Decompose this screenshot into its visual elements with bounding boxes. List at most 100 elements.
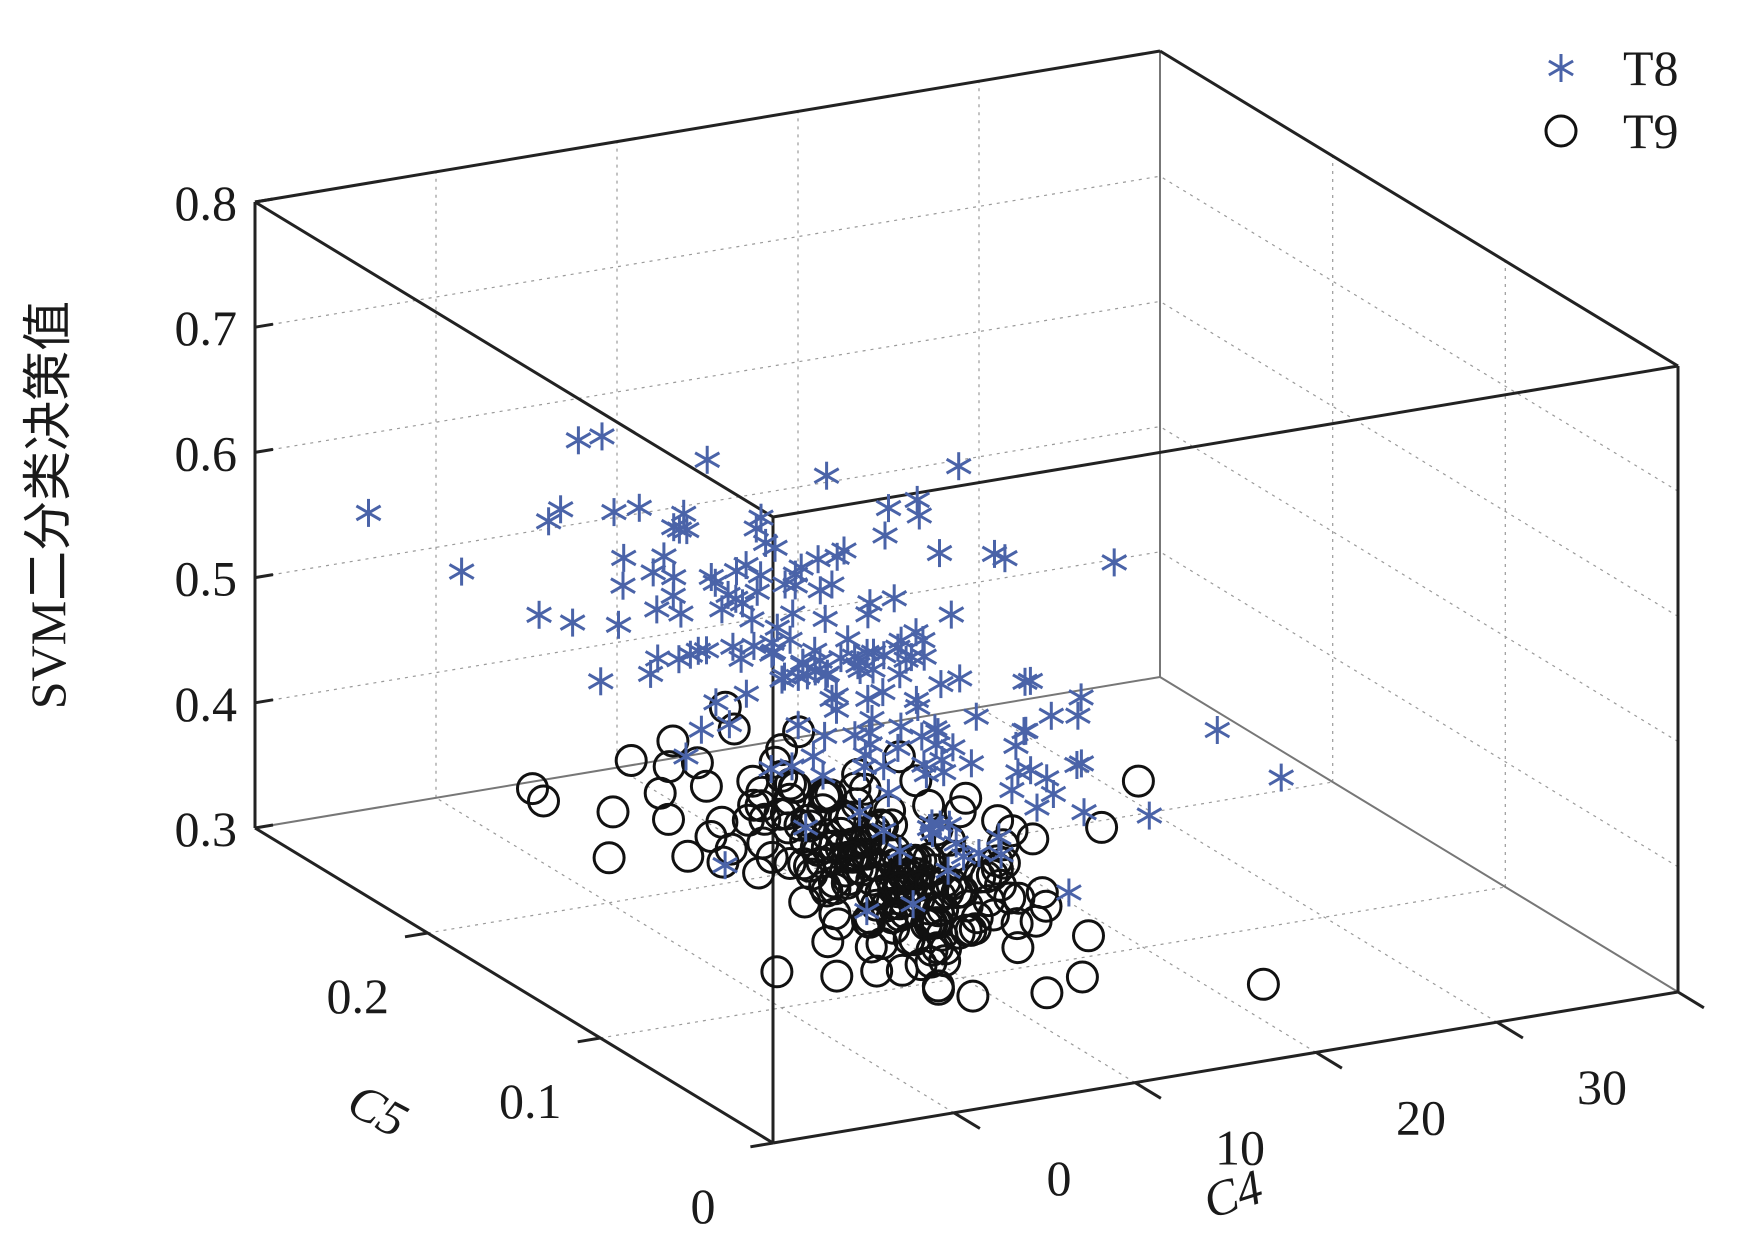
data-point-t8 <box>779 599 806 628</box>
data-point-t8 <box>940 733 966 762</box>
data-point-t9 <box>1121 764 1155 798</box>
data-point-t8 <box>535 507 562 536</box>
data-point-t9 <box>760 955 794 989</box>
data-point-t8 <box>668 599 694 628</box>
grid-line-side-z <box>1159 300 1679 617</box>
legend-marker-t9 <box>1544 114 1578 148</box>
data-point-t9 <box>614 744 648 777</box>
z-tick-mark <box>254 698 274 705</box>
data-point-t9 <box>689 769 723 803</box>
data-point-t8 <box>670 499 697 528</box>
data-point-t9 <box>942 916 976 950</box>
data-point-t8 <box>1012 716 1039 745</box>
data-point-t9 <box>748 802 782 836</box>
data-point-t9 <box>1072 919 1105 953</box>
data-point-t8 <box>936 810 963 839</box>
z-tick-mark <box>254 322 274 329</box>
grid-line-floor-x <box>616 767 1136 1084</box>
data-point-t8 <box>869 678 896 707</box>
data-point-t8 <box>875 494 902 523</box>
data-points <box>355 422 1295 1013</box>
data-point-t8 <box>870 752 897 781</box>
z-tick-label: 0.3 <box>175 801 238 857</box>
x-tick-label: 30 <box>1577 1059 1627 1115</box>
data-point-t8 <box>812 604 839 633</box>
data-point-t8 <box>565 426 592 455</box>
data-point-t8 <box>943 829 970 858</box>
legend: T8 T9 <box>1544 40 1679 159</box>
data-point-t9 <box>811 925 845 959</box>
data-point-t8 <box>846 798 873 827</box>
x-tick-mark <box>1496 1020 1524 1040</box>
data-point-t8 <box>887 837 913 866</box>
data-point-t9 <box>778 771 812 804</box>
data-point-t8 <box>807 576 834 605</box>
grid-line-side-z <box>1159 426 1679 743</box>
box-edge <box>1159 49 1679 368</box>
box-edge <box>254 200 774 519</box>
data-point-t8 <box>963 702 990 731</box>
data-point-t9 <box>763 797 797 831</box>
data-point-t8 <box>694 445 721 474</box>
data-point-t8 <box>811 721 838 750</box>
data-point-t9 <box>946 875 979 909</box>
data-point-t8 <box>1136 801 1163 830</box>
data-point-t8 <box>988 840 1014 869</box>
data-point-t8 <box>744 577 771 606</box>
data-point-t8 <box>1204 716 1231 744</box>
data-point-t8 <box>747 561 774 590</box>
data-point-t8 <box>1017 756 1044 785</box>
z-tick-label: 0.4 <box>175 676 238 732</box>
data-point-t8 <box>845 651 871 680</box>
data-point-t9 <box>744 789 778 823</box>
data-point-t8 <box>916 814 943 843</box>
data-point-t8 <box>999 776 1025 805</box>
data-point-t8 <box>852 741 879 769</box>
data-point-t8 <box>859 705 885 733</box>
data-point-t8 <box>831 536 857 565</box>
data-point-t9 <box>836 840 870 874</box>
y-tick-mark <box>577 1036 601 1044</box>
data-point-t9 <box>805 845 839 879</box>
data-point-t8 <box>903 618 929 647</box>
data-point-t8 <box>810 761 836 790</box>
data-point-t9 <box>788 885 822 919</box>
y-tick-label: 0.2 <box>326 968 389 1024</box>
data-point-t8 <box>1068 683 1094 712</box>
data-point-t8 <box>1055 878 1082 907</box>
data-point-t8 <box>875 779 902 808</box>
data-point-t8 <box>1033 764 1060 793</box>
box-edge <box>254 49 1161 204</box>
data-point-t9 <box>923 879 957 913</box>
z-tick-label: 0.5 <box>175 551 238 607</box>
data-point-t8 <box>935 856 962 885</box>
data-point-t8 <box>610 571 636 600</box>
data-point-t9 <box>1065 960 1099 994</box>
data-point-t9 <box>977 898 1010 932</box>
data-point-t8 <box>743 514 770 543</box>
data-point-t8 <box>665 645 692 674</box>
data-point-t8 <box>908 722 935 751</box>
data-point-t9 <box>671 839 705 873</box>
data-point-t8 <box>677 640 704 669</box>
x-tick-mark <box>1315 1051 1343 1070</box>
z-tick-mark <box>254 573 274 580</box>
z-tick-label: 0.8 <box>175 175 238 231</box>
x-tick-mark <box>953 1111 981 1130</box>
data-point-t8 <box>884 733 911 762</box>
data-point-t8 <box>911 642 938 671</box>
data-point-t9 <box>787 847 821 881</box>
data-point-t8 <box>992 544 1018 573</box>
data-point-t8 <box>946 664 973 693</box>
data-point-t8 <box>929 746 955 774</box>
data-point-t8 <box>913 760 940 789</box>
data-point-t8 <box>1268 763 1295 792</box>
data-point-t8 <box>904 693 931 721</box>
data-point-t9 <box>877 911 911 945</box>
data-point-t8 <box>1024 793 1050 822</box>
data-point-t9 <box>516 772 549 806</box>
tick-labels: 01020304000.10.20.30.40.50.60.70.8 <box>175 175 1628 1234</box>
data-point-t9 <box>527 784 560 818</box>
data-point-t8 <box>673 742 699 771</box>
data-point-t9 <box>1000 907 1034 941</box>
